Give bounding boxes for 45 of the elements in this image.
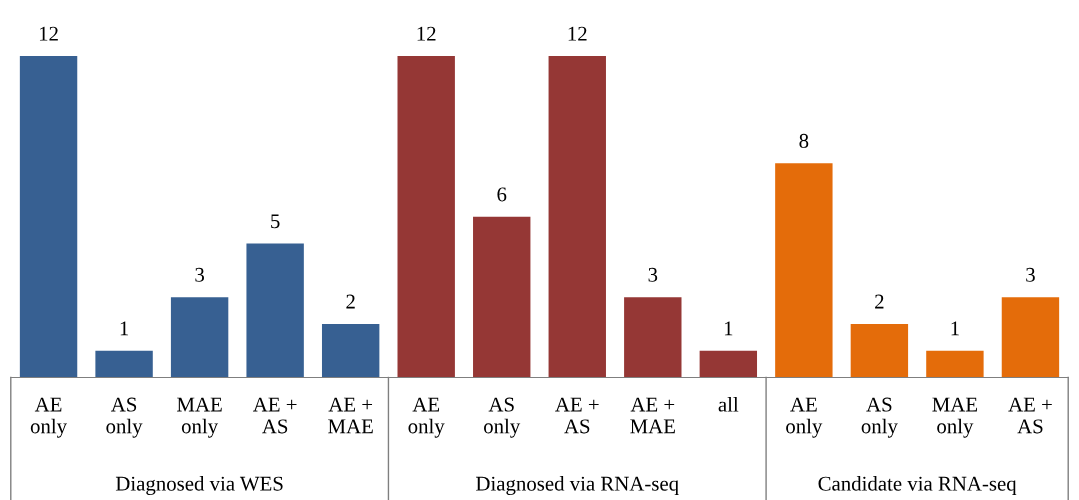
text: Diagnosed via RNA-seq	[476, 476, 679, 495]
data-label: 3	[195, 267, 205, 282]
bar	[926, 350, 984, 378]
x-tick-label: AE + MAE	[630, 397, 675, 434]
x-tick-label: AE + AS	[252, 397, 297, 434]
text: Diagnosed via WES	[115, 476, 283, 495]
x-tick-label: AE only	[30, 397, 67, 438]
x-tick-label: AE only	[408, 397, 445, 438]
bar	[397, 56, 455, 378]
x-tick-label: AE + AS	[1008, 397, 1052, 434]
data-label: 12	[39, 26, 58, 41]
x-tick-label: AE + MAE	[328, 397, 373, 434]
x-tick-label: all	[718, 396, 739, 412]
x-tick-label: AS only	[106, 397, 143, 438]
data-label: 12	[568, 26, 587, 41]
bar	[19, 56, 78, 378]
data-label: 2	[875, 294, 884, 309]
data-label: 8	[799, 133, 809, 148]
bar	[170, 297, 229, 378]
text: Candidate via RNA-seq	[818, 476, 1017, 495]
data-label: 2	[346, 294, 355, 309]
bar	[624, 297, 682, 378]
bar	[775, 163, 833, 378]
data-label: 12	[417, 26, 436, 41]
data-label: 6	[497, 187, 507, 202]
data-label: 5	[271, 214, 280, 229]
data-label: 3	[1026, 267, 1035, 282]
data-label: 1	[120, 321, 129, 336]
bar	[850, 323, 909, 378]
x-tick-label: AS only	[861, 397, 898, 438]
bar	[699, 350, 758, 378]
x-tick-label: AE only	[786, 397, 823, 438]
bar	[95, 350, 153, 378]
bar	[473, 216, 531, 378]
bar	[548, 56, 606, 378]
x-tick-label: MAE only	[932, 397, 978, 438]
data-label: 1	[724, 321, 733, 336]
data-label: 1	[951, 321, 959, 336]
x-tick-label: AE + AS	[555, 397, 599, 434]
x-tick-label: MAE only	[177, 397, 222, 438]
bar	[321, 323, 380, 378]
data-label: 3	[648, 267, 658, 282]
bar	[246, 243, 304, 378]
bar	[1001, 297, 1060, 378]
x-tick-label: AS only	[484, 397, 521, 438]
